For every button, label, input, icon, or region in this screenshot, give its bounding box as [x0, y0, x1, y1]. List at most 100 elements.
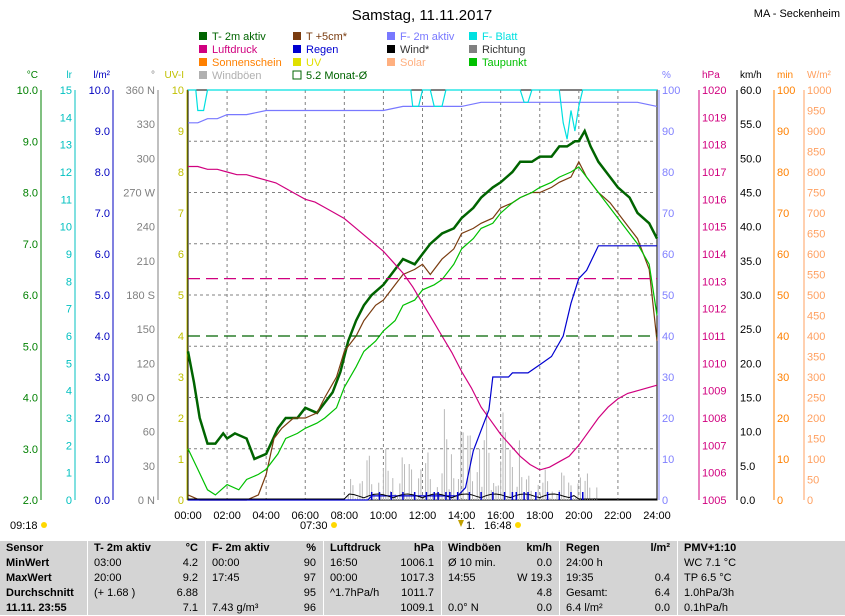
axis-tick-label: 5: [178, 290, 184, 302]
axis-tick-label: 1019: [702, 112, 726, 124]
axis-tick-label: 150: [137, 324, 155, 336]
table-header: T- 2m aktiv °C: [94, 542, 198, 554]
sunset-icon: [515, 522, 521, 528]
axis-tick-label: 1020: [702, 85, 726, 97]
axis-tick-label: 80: [662, 167, 674, 179]
axis-tick-label: 900: [807, 126, 825, 138]
axis-tick-label: 5.0: [95, 290, 110, 302]
legend-item: F- 2m aktiv: [387, 31, 455, 43]
axis-tick-label: 12: [60, 167, 72, 179]
svg-text:Solar: Solar: [400, 57, 426, 69]
legend-item: F- Blatt: [469, 31, 517, 43]
table-separator: [323, 541, 324, 615]
svg-text:5.2 Monat-Ø: 5.2 Monat-Ø: [306, 70, 368, 82]
axis-tick-label: 2: [66, 440, 72, 452]
axis-tick-label: 11: [61, 194, 72, 206]
axis-tick-label: 7: [178, 208, 184, 220]
table-cell: 00:00 1017.3: [330, 572, 434, 584]
axis-tick-label: 20: [777, 413, 789, 425]
axis-tick-label: 2.0: [23, 495, 38, 507]
axis-tick-label: 240: [137, 222, 155, 234]
legend-item: Richtung: [469, 44, 525, 56]
x-tick-label: 04:00: [252, 510, 280, 522]
x-tick-label: 02:00: [213, 510, 241, 522]
axis-tick-label: 10: [172, 85, 184, 97]
rain-ticks: [370, 492, 584, 500]
axis-unit: UV-I: [165, 70, 184, 81]
axis-tick-label: 3.0: [95, 372, 110, 384]
axis-tick-label: 1: [178, 454, 184, 466]
x-tick-label: 18:00: [526, 510, 554, 522]
axis-tick-label: 5.0: [740, 461, 755, 473]
axis-tick-label: 9: [66, 249, 72, 261]
axis-tick-label: 8: [178, 167, 184, 179]
table-column: Regen l/m² 24:00 h 19:35 0.4 Gesamt: 6.4 6.4 l/…: [566, 541, 674, 615]
axis-tick-label: 1.0: [95, 454, 110, 466]
axis-tick-label: 350: [807, 352, 825, 364]
weather-chart: Samstag, 11.11.2017 MA - Seckenheim T- 2m …: [10, 7, 840, 532]
svg-text:Richtung: Richtung: [482, 44, 525, 56]
axis-tick-label: 45.0: [740, 188, 761, 200]
axis-tick-label: 4: [66, 386, 72, 398]
x-tick-label: 14:00: [448, 510, 476, 522]
axis-tick-label: 80: [777, 167, 789, 179]
axis-tick-label: 15: [60, 85, 72, 97]
axis-tick-label: 6.0: [23, 290, 38, 302]
svg-text:Wind*: Wind*: [400, 44, 430, 56]
legend-item: T +5cm*: [293, 31, 348, 43]
axis-tick-label: 650: [807, 229, 825, 241]
axis-tick-label: 60.0: [740, 85, 761, 97]
legend-item: Regen: [293, 44, 338, 56]
table-cell: (+ 1.68 ) 6.88: [94, 587, 198, 599]
x-tick-label: 08:00: [331, 510, 359, 522]
x-tick-label: 00:00: [174, 510, 202, 522]
svg-text:Sonnenschein: Sonnenschein: [212, 57, 282, 69]
axis-tick-label: 20.0: [740, 358, 761, 370]
table-column: Sensor MinWert MaxWert Durchschnitt 11.11. 2…: [6, 541, 84, 615]
axis-tick-label: 1007: [702, 440, 726, 452]
axis-tick-label: 270 W: [123, 188, 155, 200]
table-cell: WC 7.1 °C: [684, 557, 737, 569]
x-tick-label: 10:00: [370, 510, 398, 522]
axis-tick-label: 4.0: [95, 331, 110, 343]
svg-text:F- 2m aktiv: F- 2m aktiv: [400, 31, 455, 43]
legend-item: 5.2 Monat-Ø: [292, 70, 368, 82]
axis-tick-label: 70: [662, 208, 674, 220]
svg-text:Windböen: Windböen: [212, 70, 262, 82]
axis-tick-label: 7: [66, 304, 72, 316]
series-line: [188, 165, 658, 471]
axis-tick-label: 50: [807, 475, 819, 487]
series-line: [186, 128, 659, 461]
axis-tick-label: 6.0: [95, 249, 110, 261]
axis-tick-label: 13: [60, 140, 72, 152]
svg-text:Regen: Regen: [306, 44, 338, 56]
table-cell: 11.11. 23:55: [6, 602, 67, 614]
x-tick-label: 12:00: [409, 510, 437, 522]
wind-line: [188, 493, 657, 500]
legend-item: Taupunkt: [469, 57, 527, 69]
sunrise-label: 07:30: [300, 520, 328, 532]
table-cell: 7.43 g/m³ 96: [212, 602, 316, 614]
axis-tick-label: 1006: [702, 468, 726, 480]
table-cell: 0.1hPa/h: [684, 602, 729, 614]
axis-tick-label: 1015: [702, 222, 726, 234]
table-cell: 4.8: [536, 587, 552, 599]
axis-tick-label: 8: [66, 276, 72, 288]
axis-tick-label: 500: [807, 290, 825, 302]
x-tick-label: 24:00: [643, 510, 671, 522]
sun-note-label: 1.: [466, 520, 475, 532]
axis-unit: l/m²: [93, 70, 110, 81]
axis-tick-label: 1016: [702, 194, 726, 206]
axis-tick-label: 50.0: [740, 153, 761, 165]
axis-tick-label: 150: [807, 434, 825, 446]
axis-tick-label: 2: [178, 413, 184, 425]
axis-tick-label: 30.0: [740, 290, 761, 302]
axis-tick-label: 450: [807, 311, 825, 323]
moon-marker-icon: [458, 520, 464, 527]
table-cell: 0.0° N 0.0: [448, 602, 552, 614]
axis-tick-label: 30: [143, 461, 155, 473]
axis-tick-label: 60: [662, 249, 674, 261]
table-separator: [677, 541, 678, 615]
axis-tick-label: 250: [807, 393, 825, 405]
table-separator: [559, 541, 560, 615]
